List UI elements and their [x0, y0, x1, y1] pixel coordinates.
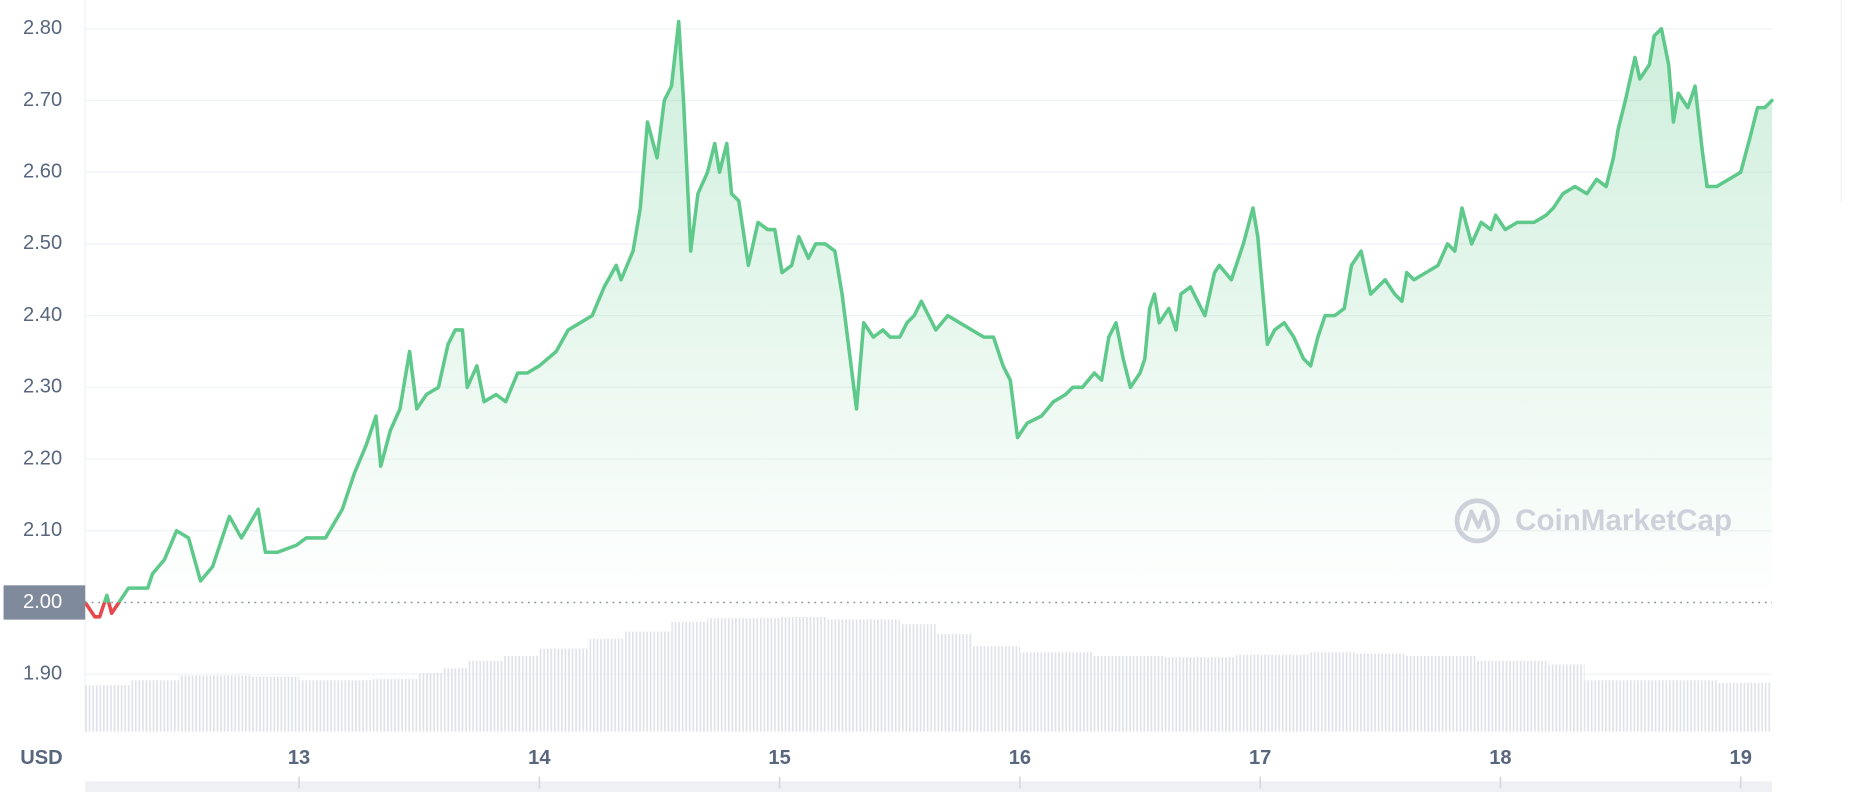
volume-bar: [1164, 657, 1237, 732]
volume-bar: [1716, 682, 1772, 732]
baseline-label-box: [3, 585, 86, 620]
volume-bar: [1644, 680, 1717, 732]
volume-bar: [443, 668, 468, 732]
y-tick-label: 2.20: [23, 447, 62, 469]
y-tick-label: 2.60: [23, 160, 62, 182]
volume-bar: [1404, 655, 1477, 732]
volume-bar: [707, 618, 780, 732]
watermark-text: CoinMarketCap: [1515, 504, 1732, 537]
volume-bar: [503, 655, 540, 732]
volume-bar: [671, 621, 708, 732]
currency-label: USD: [20, 747, 62, 769]
volume-bar: [587, 638, 624, 732]
volume-bar: [1476, 660, 1549, 732]
watermark: CoinMarketCap: [1454, 498, 1732, 544]
volume-bar: [935, 634, 972, 732]
volume-bar: [623, 631, 672, 732]
price-line: [83, 19, 1774, 619]
volume-bar: [1356, 653, 1405, 732]
volume-bar: [779, 616, 828, 732]
y-tick-label: 2.40: [23, 304, 62, 326]
volume-bar: [827, 619, 900, 732]
volume-bar: [899, 624, 936, 732]
volume-bar: [371, 679, 420, 732]
volume-bar: [1548, 664, 1585, 732]
volume-bar: [178, 675, 252, 732]
volume-bar: [467, 660, 504, 732]
volume-bar: [85, 685, 131, 732]
side-border: [1840, 0, 1842, 202]
x-tick-label: 19: [1730, 747, 1752, 769]
y-tick-label: 2.80: [23, 17, 62, 39]
volume-bar: [1236, 654, 1309, 732]
navigator-strip: [85, 781, 1772, 792]
volume-bar: [1584, 680, 1645, 732]
volume-bar: [251, 676, 300, 732]
volume-bar: [419, 673, 444, 732]
volume-bar: [299, 680, 372, 732]
y-tick-label: 2.00: [23, 591, 62, 613]
volume-bar: [539, 648, 588, 732]
x-tick-label: 18: [1489, 747, 1511, 769]
volume-bar: [971, 646, 1020, 732]
x-tick-label: 16: [1009, 747, 1031, 769]
volume-bar: [1308, 652, 1357, 732]
y-tick-label: 1.90: [23, 663, 62, 685]
volume-bar: [1091, 655, 1165, 732]
x-tick-label: 14: [528, 747, 551, 769]
x-tick-label: 13: [288, 747, 310, 769]
watermark-logo-m: [1463, 509, 1492, 531]
x-tick-label: 17: [1249, 747, 1271, 769]
y-tick-label: 2.30: [23, 376, 62, 398]
y-tick-label: 2.10: [23, 519, 62, 541]
x-tick-label: 15: [768, 747, 790, 769]
volume-bar: [1019, 652, 1092, 732]
y-tick-label: 2.70: [23, 89, 62, 111]
y-tick-label: 2.50: [23, 232, 62, 254]
watermark-logo: [1454, 498, 1500, 544]
volume-bar: [130, 680, 179, 732]
